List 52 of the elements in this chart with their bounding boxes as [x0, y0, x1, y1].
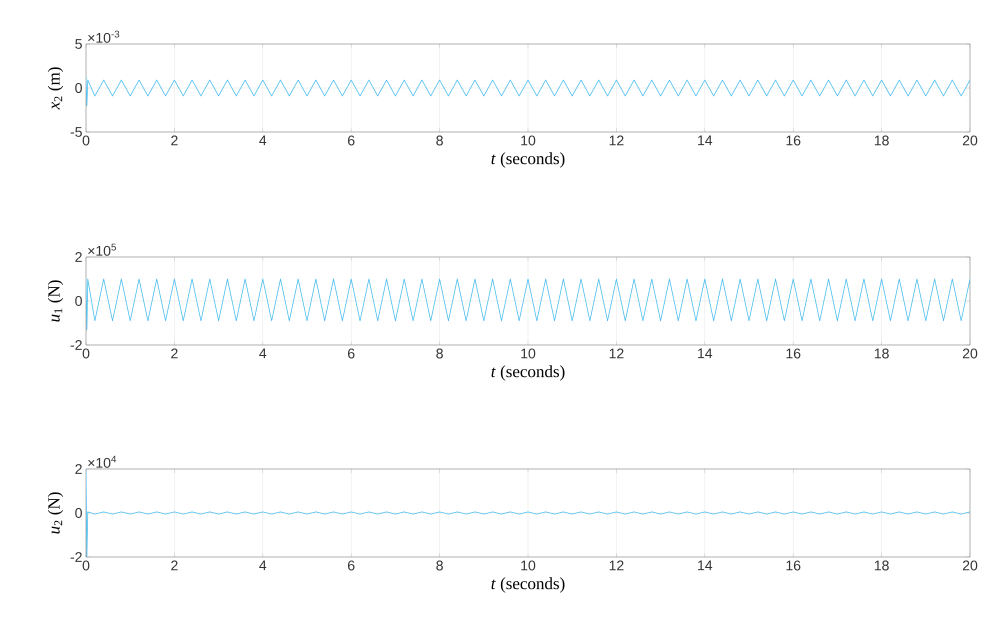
- x-tick-label: 20: [962, 136, 978, 146]
- y-tick-label: -5: [70, 127, 82, 137]
- text: ×10$^{5}$: [88, 244, 116, 256]
- x-tick-label: 20: [962, 348, 978, 358]
- y-tick-label: 0: [75, 508, 82, 518]
- x-axis-title: t (seconds): [492, 152, 564, 168]
- x-tick-label: 8: [436, 348, 443, 358]
- x-tick-label: 6: [348, 136, 354, 146]
- x-tick-label: 12: [610, 136, 624, 146]
- x-tick-label: 14: [698, 136, 712, 146]
- x-tick-label: 10: [521, 560, 536, 570]
- x-tick-label: 6: [348, 348, 354, 358]
- x-tick-label: 2: [171, 560, 178, 570]
- x-tick-label: 0: [82, 560, 90, 570]
- x-tick-label: 4: [259, 560, 266, 570]
- x-tick-label: 10: [521, 348, 536, 358]
- x-tick-label: 16: [786, 560, 800, 570]
- x-tick-label: 12: [610, 348, 624, 358]
- x-tick-label: 16: [786, 348, 800, 358]
- x-tick-label: 6: [348, 560, 354, 570]
- text: ×10$^{-3}$: [88, 30, 120, 43]
- y-tick-label: 0: [75, 83, 82, 93]
- text: ×10$^{4}$: [88, 456, 116, 468]
- y-tick-label: 2: [75, 252, 82, 262]
- x-tick-label: 2: [171, 136, 178, 146]
- x-tick-label: 4: [259, 348, 266, 358]
- y-axis-title: x$_{2}$ (m): [48, 67, 64, 110]
- x-tick-label: 18: [874, 560, 889, 570]
- x-tick-label: 2: [171, 348, 178, 358]
- x-tick-label: 20: [962, 560, 978, 570]
- x-tick-label: 14: [698, 348, 712, 358]
- y-axis-title: u$_{1}$ (N): [48, 280, 64, 322]
- x-tick-label: 8: [436, 560, 443, 570]
- x-tick-label: 18: [874, 348, 889, 358]
- x-tick-label: 8: [436, 136, 443, 146]
- x-tick-label: 12: [610, 560, 624, 570]
- x-tick-label: 4: [259, 136, 266, 146]
- y-tick-label: -2: [70, 340, 82, 350]
- x-axis-title: t (seconds): [492, 577, 564, 593]
- x-tick-label: 0: [82, 348, 90, 358]
- x-tick-label: 18: [874, 136, 889, 146]
- line-series: [86, 468, 970, 557]
- y-axis-title: u$_{2}$ (N): [48, 492, 64, 534]
- y-tick-label: -2: [70, 552, 82, 562]
- x-tick-label: 10: [521, 136, 536, 146]
- x-tick-label: 0: [82, 136, 90, 146]
- x-tick-label: 16: [786, 136, 800, 146]
- x-tick-label: 14: [698, 560, 712, 570]
- x-axis-title: t (seconds): [492, 365, 564, 381]
- y-tick-label: 0: [75, 296, 82, 306]
- y-tick-label: 5: [75, 39, 82, 49]
- y-tick-label: 2: [75, 464, 82, 474]
